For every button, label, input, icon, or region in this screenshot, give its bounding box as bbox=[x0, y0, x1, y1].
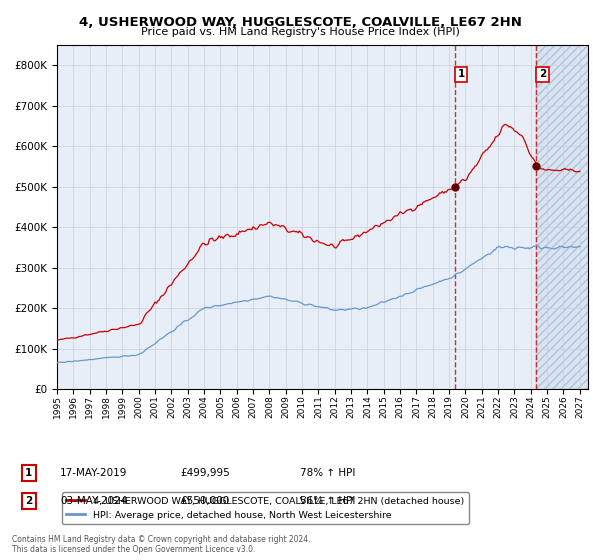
Text: Contains HM Land Registry data © Crown copyright and database right 2024.
This d: Contains HM Land Registry data © Crown c… bbox=[12, 535, 311, 554]
Text: £499,995: £499,995 bbox=[180, 468, 230, 478]
Text: 03-MAY-2024: 03-MAY-2024 bbox=[60, 496, 127, 506]
Text: £550,000: £550,000 bbox=[180, 496, 229, 506]
Text: 17-MAY-2019: 17-MAY-2019 bbox=[60, 468, 127, 478]
Bar bbox=[536, 45, 600, 389]
Text: 4, USHERWOOD WAY, HUGGLESCOTE, COALVILLE, LE67 2HN: 4, USHERWOOD WAY, HUGGLESCOTE, COALVILLE… bbox=[79, 16, 521, 29]
Text: 1: 1 bbox=[25, 468, 32, 478]
Text: Price paid vs. HM Land Registry's House Price Index (HPI): Price paid vs. HM Land Registry's House … bbox=[140, 27, 460, 37]
Bar bbox=[536, 45, 600, 389]
Legend: 4, USHERWOOD WAY, HUGGLESCOTE, COALVILLE, LE67 2HN (detached house), HPI: Averag: 4, USHERWOOD WAY, HUGGLESCOTE, COALVILLE… bbox=[62, 492, 469, 524]
Text: 2: 2 bbox=[539, 69, 546, 79]
Text: 78% ↑ HPI: 78% ↑ HPI bbox=[300, 468, 355, 478]
Text: 2: 2 bbox=[25, 496, 32, 506]
Text: 1: 1 bbox=[458, 69, 465, 79]
Text: 56% ↑ HPI: 56% ↑ HPI bbox=[300, 496, 355, 506]
